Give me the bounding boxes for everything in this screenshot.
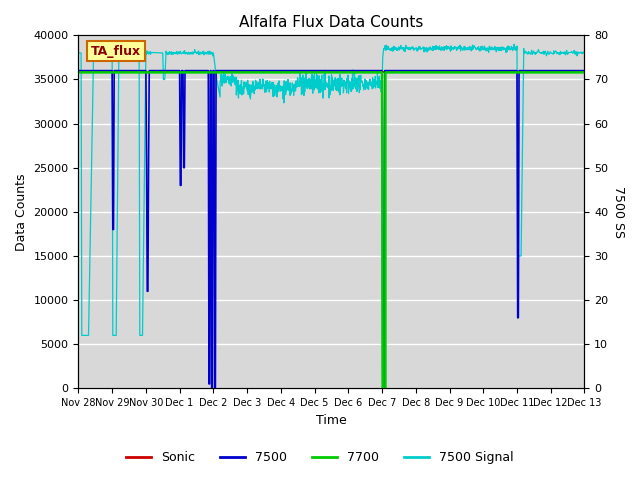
Title: Alfalfa Flux Data Counts: Alfalfa Flux Data Counts: [239, 15, 424, 30]
X-axis label: Time: Time: [316, 414, 347, 427]
Y-axis label: 7500 SS: 7500 SS: [612, 186, 625, 238]
Y-axis label: Data Counts: Data Counts: [15, 173, 28, 251]
Legend: Sonic, 7500, 7700, 7500 Signal: Sonic, 7500, 7700, 7500 Signal: [121, 446, 519, 469]
Text: TA_flux: TA_flux: [91, 45, 141, 58]
